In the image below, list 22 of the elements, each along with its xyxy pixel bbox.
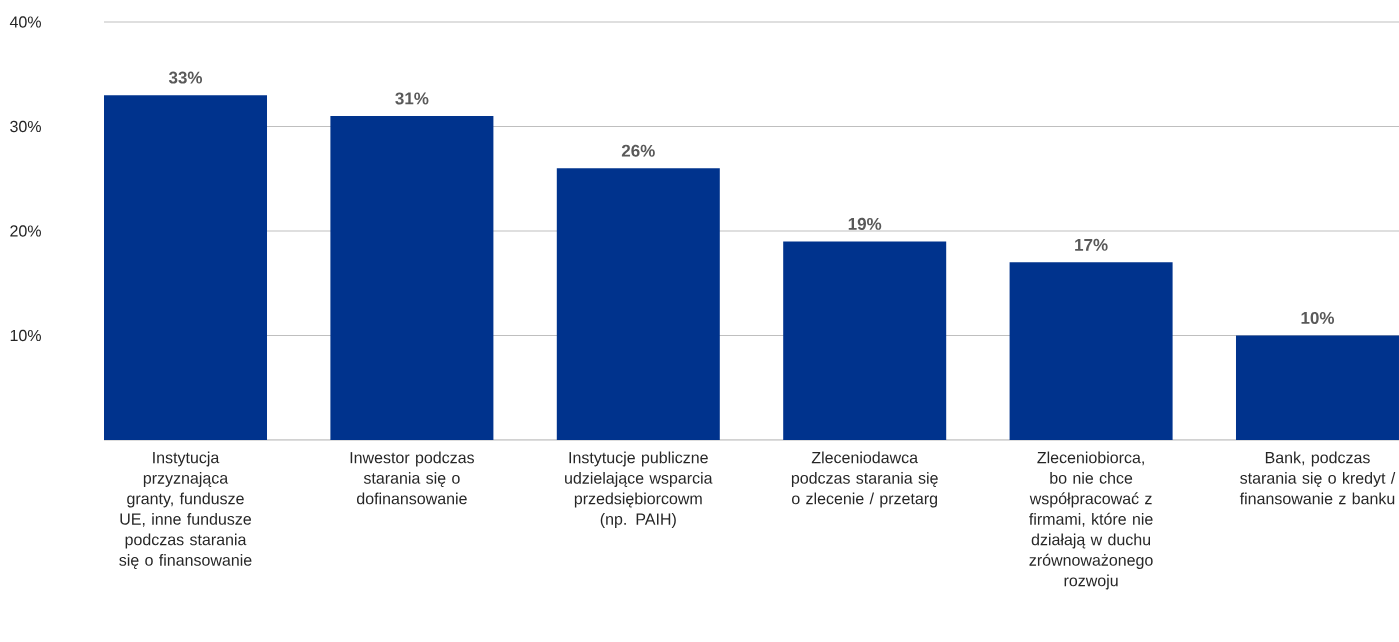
y-tick-label: 30% <box>10 120 41 133</box>
bar <box>783 241 947 440</box>
bar <box>1009 262 1173 440</box>
x-tick-label: Zleceniodawca podczas starania się o zlecenie / przetarg <box>791 451 938 508</box>
bar <box>330 116 494 440</box>
bar <box>556 168 720 440</box>
y-tick-label: 10% <box>10 329 41 342</box>
x-tick-label: Inwestor podczas starania się o dofinansowanie <box>350 451 474 505</box>
data-label: 10% <box>1301 311 1335 324</box>
x-tick-label: Zleceniobiorca, bo nie chce współpracować z firmami, które nie działają w duchu zrównoważonego rozwoju <box>1029 451 1153 590</box>
data-label: 26% <box>621 144 655 157</box>
y-tick-label: 20% <box>10 225 41 237</box>
x-tick-label: Instytucje publiczne udzielające wsparcia przedsiębiorcowm (np. PAIH) <box>565 451 713 528</box>
bar <box>104 95 268 440</box>
data-label: 33% <box>168 71 203 84</box>
data-label: 17% <box>1075 238 1108 251</box>
data-label: 19% <box>848 217 882 230</box>
x-tick-label: Instytucja przyznająca granty, fundusze UE, inne fundusze podczas starania się o finansowanie <box>119 451 252 569</box>
bar <box>1235 335 1399 440</box>
data-label: 31% <box>395 92 429 105</box>
x-tick-label: Bank, podczas starania się o kredyt / finansowanie z banku <box>1239 451 1396 505</box>
y-tick-label: 40% <box>9 16 41 28</box>
